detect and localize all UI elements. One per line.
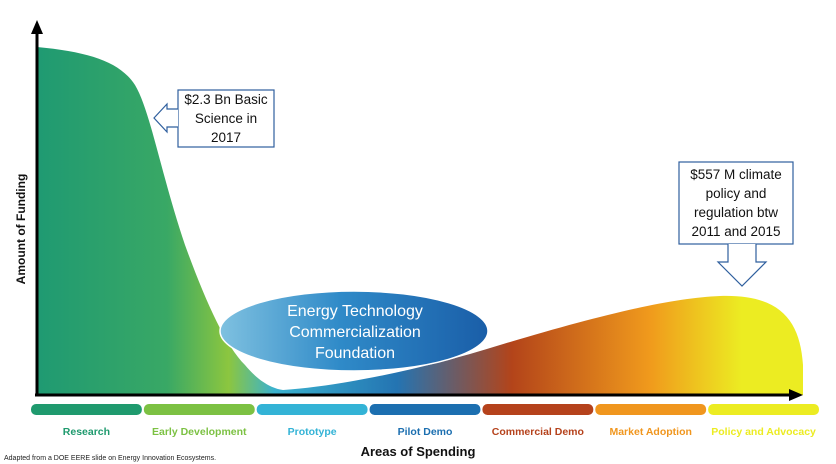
stage-segment bbox=[31, 404, 142, 415]
policy-callout-arrow bbox=[716, 244, 768, 287]
stage-segment bbox=[595, 404, 707, 415]
stage-label: Research bbox=[62, 426, 111, 438]
stage-label: Policy and Advocacy bbox=[711, 426, 816, 438]
x-axis-label: Areas of Spending bbox=[360, 444, 476, 459]
center-label-line: Foundation bbox=[314, 345, 396, 362]
y-axis-label: Amount of Funding bbox=[14, 173, 28, 285]
policy-callout-line: regulation btw bbox=[693, 205, 779, 220]
footnote: Adapted from a DOE EERE slide on Energy … bbox=[4, 455, 217, 462]
stage-segment bbox=[143, 404, 255, 415]
research-callout-text: $2.3 Bn Basic Science in 2017 bbox=[178, 90, 274, 147]
research-callout-line: $2.3 Bn Basic bbox=[184, 92, 268, 107]
funding-curve bbox=[37, 47, 803, 395]
center-label-line: Energy Technology bbox=[287, 303, 423, 320]
stage-segment bbox=[256, 404, 368, 415]
stage-segment bbox=[482, 404, 594, 415]
policy-callout-box bbox=[678, 161, 794, 245]
research-callout-line: 2017 bbox=[210, 130, 242, 145]
policy-callout-line: policy and bbox=[705, 186, 767, 201]
x-axis-arrowhead bbox=[789, 389, 803, 401]
stage-label: Pilot Demo bbox=[397, 426, 453, 438]
stage-segment bbox=[369, 404, 481, 415]
stage-label: Early Development bbox=[152, 426, 247, 438]
center-label: Energy Technology Commercialization Foun… bbox=[224, 301, 486, 364]
y-axis-arrowhead bbox=[31, 20, 43, 34]
center-label-line: Commercialization bbox=[289, 324, 421, 341]
stage-label: Market Adoption bbox=[609, 426, 692, 438]
stage-segment bbox=[708, 404, 819, 415]
policy-callout-text: $557 M climate policy and regulation btw… bbox=[679, 165, 793, 241]
center-oval bbox=[219, 290, 489, 372]
policy-callout-line: $557 M climate bbox=[690, 167, 782, 182]
stage-bar bbox=[31, 404, 819, 415]
research-callout-line: Science in bbox=[194, 111, 258, 126]
stage-label: Prototype bbox=[287, 426, 337, 438]
policy-callout-line: 2011 and 2015 bbox=[691, 224, 781, 239]
stage-label: Commercial Demo bbox=[491, 426, 584, 438]
research-callout-box bbox=[177, 89, 275, 148]
research-callout-arrow bbox=[153, 102, 178, 134]
